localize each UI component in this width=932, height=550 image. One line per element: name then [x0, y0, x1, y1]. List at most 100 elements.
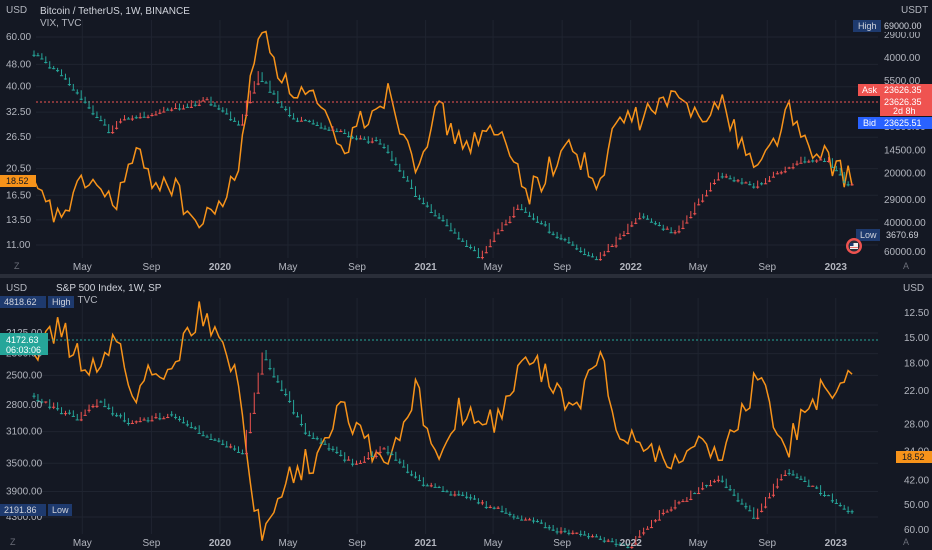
left-tick-label: 32.50 — [6, 107, 31, 118]
top-zoom-z-icon[interactable]: Z — [14, 261, 20, 271]
candle-body — [347, 459, 351, 461]
top-pane[interactable]: USD Bitcoin / TetherUS, 1W, BINANCE VIX,… — [0, 5, 932, 273]
candle-body — [476, 502, 481, 504]
time-axis-label: 2022 — [620, 262, 643, 273]
candle-body — [67, 412, 71, 414]
pane-divider[interactable] — [0, 274, 932, 278]
candle-body — [799, 162, 803, 164]
time-axis-label: May — [484, 538, 503, 549]
bottom-legend-title[interactable]: S&P 500 Index, 1W, SP — [56, 283, 162, 294]
candle-body — [551, 233, 555, 235]
candle-body — [406, 180, 410, 182]
candle-body — [838, 505, 842, 507]
bottom-auto-scale-a-icon[interactable]: A — [903, 537, 909, 547]
candle-body — [516, 517, 520, 519]
top-auto-scale-a-icon[interactable]: A — [903, 261, 909, 271]
candle-body — [736, 500, 740, 502]
candle-body — [335, 131, 339, 133]
candle-body — [170, 109, 174, 111]
candle-body — [44, 401, 48, 403]
candle-body — [311, 437, 315, 439]
candle-body — [409, 187, 414, 189]
candle-body — [575, 532, 579, 534]
candle-body — [563, 530, 567, 532]
candle-body — [71, 415, 75, 417]
candle-body — [630, 225, 634, 227]
candle-body — [75, 419, 79, 421]
candle-body — [402, 176, 406, 178]
candle-body — [748, 510, 752, 512]
right-tick-label: 60.00 — [904, 525, 929, 536]
candle-body — [740, 182, 744, 184]
candle-body — [177, 108, 182, 110]
candle-body — [55, 70, 60, 72]
bottom-pane[interactable]: USD S&P 500 Index, 1W, SP VIX, TVC USD 4… — [0, 283, 932, 549]
candle-body — [728, 178, 732, 180]
left-tick-label: 3500.00 — [6, 458, 43, 469]
candle-body — [193, 427, 197, 429]
top-vix-value: 18.52 — [6, 176, 29, 186]
candle-body — [295, 416, 300, 418]
candle-body — [594, 259, 599, 261]
candle-body — [441, 490, 445, 492]
candle-body — [83, 101, 87, 103]
candle-body — [197, 104, 201, 106]
candle-body — [244, 453, 248, 455]
vix-line — [33, 30, 853, 229]
left-tick-label: 26.50 — [6, 132, 31, 143]
candle-body — [59, 413, 64, 415]
candle-body — [634, 222, 638, 224]
candle-body — [425, 205, 429, 207]
candle-body — [398, 461, 402, 463]
candle-body — [185, 424, 189, 426]
candle-body — [449, 494, 453, 496]
candle-body — [370, 141, 374, 143]
top-legend-sub[interactable]: VIX, TVC — [40, 18, 82, 29]
time-axis-label: 2021 — [414, 538, 437, 549]
bottom-legend-sub[interactable]: VIX, TVC — [56, 295, 98, 306]
candle-body — [209, 438, 213, 440]
candle-body — [767, 497, 772, 499]
time-axis-label: 2021 — [414, 262, 437, 273]
bottom-countdown: 06:03:06 — [6, 345, 41, 355]
candle-body — [150, 420, 154, 422]
candle-body — [114, 127, 119, 129]
candle-body — [736, 180, 740, 182]
right-tick-label: 50.00 — [904, 500, 929, 511]
top-legend-title[interactable]: Bitcoin / TetherUS, 1W, BINANCE — [40, 6, 190, 17]
candle-body — [626, 232, 630, 234]
left-tick-label: 2800.00 — [6, 400, 43, 411]
candle-body — [500, 230, 504, 232]
bottom-low-label: Low — [52, 505, 69, 515]
candle-body — [130, 118, 134, 120]
candle-body — [756, 517, 760, 519]
candle-body — [771, 176, 776, 178]
bottom-zoom-z-icon[interactable]: Z — [10, 537, 16, 547]
right-tick-label: 40000.00 — [884, 218, 926, 229]
candle-body — [748, 184, 752, 186]
top-last-value: 23626.35 — [884, 97, 922, 107]
top-time-axis[interactable]: May Sep 2020 May Sep 2021 May Sep 2022 May Sep 2023 — [73, 262, 847, 273]
candle-body — [516, 208, 520, 210]
bottom-candles — [32, 349, 854, 549]
bottom-right-axis[interactable]: 60.0050.0042.0034.0028.0022.0018.0015.00… — [904, 308, 929, 536]
candle-body — [602, 540, 606, 542]
candle-body — [362, 461, 366, 463]
candle-body — [32, 395, 36, 397]
candle-body — [626, 546, 630, 548]
candle-body — [465, 245, 469, 247]
right-tick-label: 15.00 — [904, 333, 929, 344]
candle-body — [268, 368, 272, 370]
candle-body — [669, 232, 673, 234]
flag-event-icon[interactable] — [846, 238, 862, 254]
candle-body — [315, 124, 319, 126]
candle-body — [107, 407, 111, 409]
bottom-time-axis[interactable]: May Sep 2020 May Sep 2021 May Sep 2022 May Sep 2023 — [73, 538, 847, 549]
candle-body — [327, 129, 331, 131]
candle-body — [335, 451, 339, 453]
candle-body — [842, 508, 846, 510]
candle-body — [571, 532, 575, 534]
top-vix-series — [33, 30, 853, 229]
top-left-axis[interactable]: 60.00 48.00 40.00 32.50 26.50 20.50 16.50 13.50… — [6, 32, 31, 251]
top-bid-label: Bid — [863, 118, 876, 128]
